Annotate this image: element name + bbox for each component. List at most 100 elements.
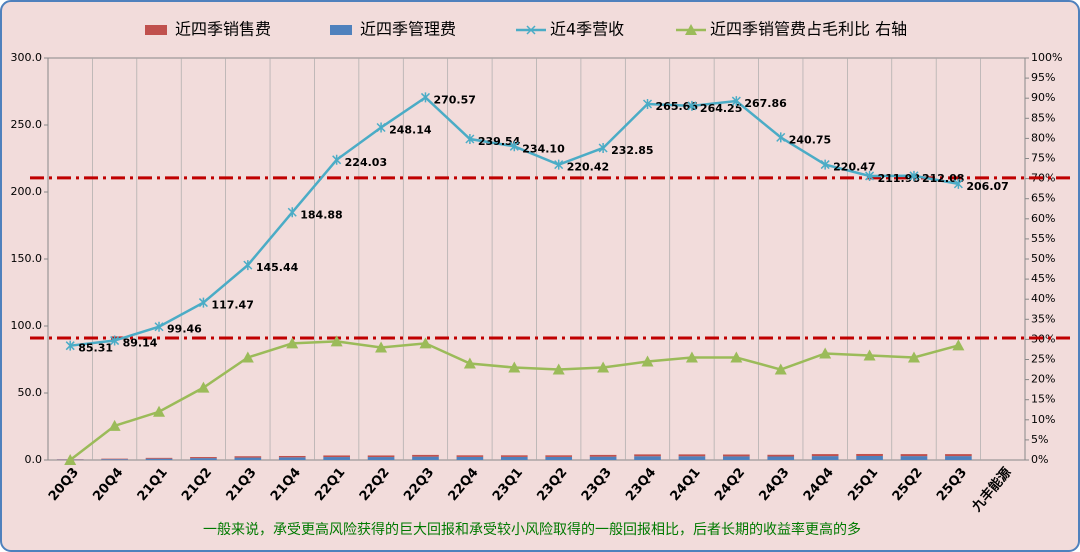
data-label: 264.25: [700, 102, 742, 115]
bar: [323, 455, 350, 458]
bar: [900, 454, 928, 457]
bar: [500, 456, 528, 460]
marker: [287, 207, 297, 218]
bar: [145, 458, 173, 460]
marker: [241, 351, 254, 363]
y2-tick-label: 0%: [1031, 453, 1048, 466]
y2-tick-label: 70%: [1031, 172, 1055, 185]
bar: [767, 454, 795, 457]
marker: [332, 154, 342, 165]
marker: [552, 363, 565, 375]
data-label: 224.03: [345, 156, 387, 169]
legend-label: 近四季销售费: [175, 20, 271, 39]
marker: [554, 159, 564, 170]
marker: [108, 419, 121, 431]
bar: [811, 454, 839, 457]
y-tick-label: 250.0: [11, 118, 43, 131]
y2-tick-label: 30%: [1031, 332, 1055, 345]
marker: [197, 381, 210, 393]
y2-tick-label: 55%: [1031, 232, 1055, 245]
bar: [145, 457, 173, 459]
marker: [909, 170, 919, 181]
data-label: 220.47: [833, 161, 875, 174]
marker: [731, 96, 741, 107]
y2-tick-label: 100%: [1031, 51, 1062, 64]
marker: [420, 92, 431, 103]
y2-tick-label: 95%: [1031, 71, 1055, 84]
data-label: 184.88: [300, 208, 342, 221]
y-tick-label: 200.0: [11, 185, 43, 198]
bar: [234, 457, 262, 460]
bar: [678, 454, 706, 457]
bar: [545, 456, 573, 460]
data-label: 265.66: [656, 100, 699, 113]
marker: [463, 357, 476, 369]
marker: [907, 351, 920, 363]
legend-marker: [685, 24, 697, 35]
legend-label: 近四季管理费: [360, 20, 456, 39]
marker: [330, 335, 343, 347]
marker: [286, 337, 299, 349]
y-tick-label: 0.0: [25, 453, 43, 466]
marker: [110, 335, 120, 346]
bar: [500, 455, 528, 457]
bar: [634, 454, 661, 457]
data-label: 270.57: [433, 93, 475, 106]
marker: [198, 297, 208, 308]
y-tick-label: 150.0: [11, 252, 43, 265]
y2-tick-label: 80%: [1031, 131, 1055, 144]
bar: [367, 457, 395, 460]
data-label: 240.75: [789, 133, 831, 146]
bar: [723, 456, 750, 460]
marker: [776, 132, 786, 143]
y2-tick-label: 85%: [1031, 111, 1055, 124]
marker: [376, 122, 386, 133]
bar: [767, 456, 795, 460]
marker: [375, 341, 388, 353]
data-label: 212.08: [922, 172, 964, 185]
bar: [101, 458, 128, 460]
marker: [597, 361, 610, 373]
marker: [598, 142, 608, 153]
bar: [589, 454, 617, 457]
legend-marker: [526, 25, 536, 35]
bar: [278, 455, 306, 458]
marker: [419, 337, 432, 349]
bar: [412, 456, 439, 460]
y2-tick-label: 15%: [1031, 393, 1055, 406]
legend-label: 近4季营收: [550, 20, 624, 39]
bar: [323, 457, 350, 460]
marker: [641, 355, 654, 367]
y-tick-label: 300.0: [11, 51, 43, 64]
data-label: 145.44: [256, 261, 299, 274]
y2-tick-label: 50%: [1031, 252, 1055, 265]
bar: [856, 455, 883, 460]
marker: [685, 351, 698, 363]
bar: [678, 456, 706, 460]
data-label: 248.14: [389, 123, 432, 136]
bar: [190, 457, 217, 459]
marker: [642, 99, 653, 110]
data-label: 89.14: [123, 337, 158, 350]
marker: [865, 170, 875, 181]
bar: [278, 457, 306, 460]
y2-tick-label: 25%: [1031, 353, 1055, 366]
marker: [774, 363, 787, 375]
y2-tick-label: 40%: [1031, 292, 1055, 305]
data-label: 267.86: [744, 97, 787, 110]
y2-tick-label: 5%: [1031, 433, 1048, 446]
legend-swatch: [330, 25, 352, 35]
bar: [456, 455, 484, 457]
bar: [945, 456, 972, 460]
marker: [863, 349, 876, 361]
bar: [234, 456, 262, 458]
data-label: 232.85: [611, 144, 653, 157]
data-label: 85.31: [78, 342, 113, 355]
bar: [456, 456, 484, 460]
data-label: 220.42: [567, 161, 609, 174]
marker: [820, 159, 830, 170]
bar: [545, 455, 573, 457]
bar: [634, 456, 661, 460]
